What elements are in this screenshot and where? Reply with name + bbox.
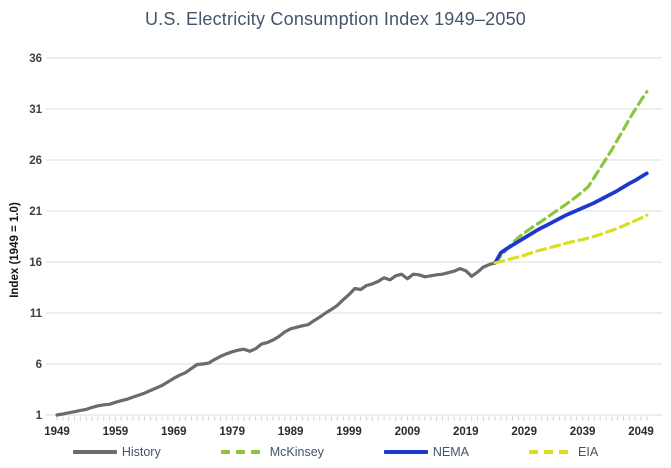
x-tick-label: 1999 [336, 426, 362, 438]
legend-label-eia: EIA [578, 445, 599, 459]
y-axis-title: Index (1949 = 1.0) [9, 202, 21, 298]
legend-swatch-mckinsey [220, 450, 265, 454]
x-tick-label: 1969 [161, 426, 187, 438]
x-tick-label: 2029 [511, 426, 537, 438]
x-tick-label: 2049 [628, 426, 654, 438]
y-tick-label: 26 [29, 155, 42, 167]
y-tick-label: 36 [29, 53, 42, 65]
x-tick-label: 1989 [278, 426, 304, 438]
x-tick-label: 1959 [103, 426, 129, 438]
legend-swatch-eia [529, 450, 574, 454]
x-tick-label: 1979 [219, 426, 245, 438]
legend-swatch-history [72, 450, 117, 454]
x-tick-label: 1949 [44, 426, 70, 438]
chart-title: U.S. Electricity Consumption Index 1949–… [144, 9, 526, 29]
series-line-mckinsey [493, 90, 649, 265]
legend-label-mckinsey: McKinsey [269, 445, 324, 459]
y-tick-label: 11 [30, 308, 43, 320]
series-line-eia [493, 213, 649, 265]
y-tick-label: 16 [29, 257, 42, 269]
legend-item-mckinsey: McKinsey [220, 445, 324, 459]
legend-item-eia: EIA [529, 445, 598, 459]
legend-swatch-nema [383, 450, 428, 454]
x-tick-label: 2039 [570, 426, 596, 438]
legend-item-history: History [72, 445, 161, 459]
x-tick-label: 2019 [453, 426, 479, 438]
legend-item-nema: NEMA [383, 445, 470, 459]
y-tick-label: 21 [29, 206, 42, 218]
y-tick-label: 6 [36, 359, 42, 371]
legend-label-nema: NEMA [432, 445, 470, 459]
series-line-nema [493, 171, 649, 265]
legend-label-history: History [121, 445, 161, 459]
y-tick-label: 1 [36, 410, 43, 422]
x-tick-label: 2009 [395, 426, 421, 438]
series-line-history [55, 261, 497, 417]
y-tick-label: 31 [29, 104, 42, 116]
legend: History McKinsey NEMA EIA [0, 445, 671, 459]
